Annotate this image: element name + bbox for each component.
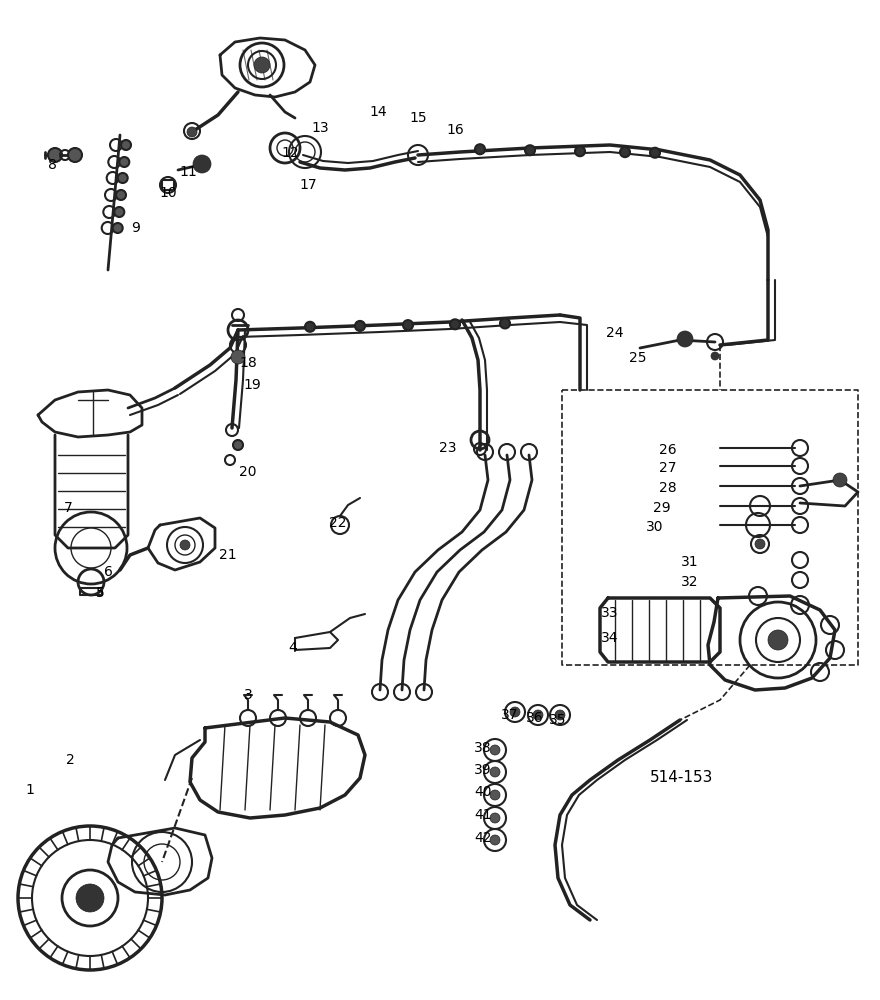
Circle shape — [450, 319, 460, 329]
Circle shape — [48, 148, 62, 162]
Circle shape — [187, 127, 197, 137]
Text: 24: 24 — [606, 326, 624, 340]
Text: 23: 23 — [439, 441, 457, 455]
Circle shape — [768, 630, 788, 650]
Text: 514-153: 514-153 — [650, 770, 714, 786]
Text: 5: 5 — [96, 586, 105, 600]
Text: 19: 19 — [243, 378, 260, 392]
Circle shape — [114, 207, 124, 217]
Text: 28: 28 — [659, 481, 677, 495]
Text: 18: 18 — [239, 356, 257, 370]
Circle shape — [620, 147, 630, 157]
Circle shape — [650, 148, 660, 158]
Text: 35: 35 — [549, 713, 567, 727]
Circle shape — [500, 318, 510, 328]
Circle shape — [555, 710, 565, 720]
Text: 25: 25 — [629, 351, 647, 365]
Text: 12: 12 — [282, 146, 299, 160]
Circle shape — [403, 320, 413, 330]
Circle shape — [490, 767, 500, 777]
Text: 37: 37 — [502, 708, 518, 722]
Circle shape — [180, 540, 190, 550]
Text: 11: 11 — [180, 165, 197, 179]
Text: 42: 42 — [474, 831, 492, 845]
Circle shape — [833, 473, 847, 487]
Text: 17: 17 — [299, 178, 317, 192]
Circle shape — [490, 790, 500, 800]
Text: 13: 13 — [312, 121, 329, 135]
Circle shape — [113, 223, 122, 233]
Text: 4: 4 — [289, 641, 297, 655]
Circle shape — [475, 144, 485, 154]
Text: 32: 32 — [681, 575, 699, 589]
Circle shape — [254, 57, 270, 73]
Circle shape — [533, 710, 543, 720]
Text: 14: 14 — [370, 105, 387, 119]
Text: 31: 31 — [681, 555, 699, 569]
Circle shape — [677, 331, 693, 347]
Text: 22: 22 — [329, 516, 347, 530]
Circle shape — [193, 155, 211, 173]
Text: 1: 1 — [26, 783, 34, 797]
Text: 36: 36 — [526, 711, 544, 725]
Text: 8: 8 — [48, 158, 56, 172]
Circle shape — [120, 157, 129, 167]
Text: 3: 3 — [244, 688, 253, 702]
Text: 29: 29 — [653, 501, 671, 515]
Text: 40: 40 — [474, 785, 492, 799]
Circle shape — [233, 440, 243, 450]
Text: 34: 34 — [601, 631, 619, 645]
Text: 9: 9 — [132, 221, 141, 235]
Circle shape — [116, 190, 126, 200]
Circle shape — [68, 148, 82, 162]
Circle shape — [755, 539, 765, 549]
Text: 27: 27 — [659, 461, 677, 475]
Circle shape — [525, 145, 535, 155]
Text: 30: 30 — [646, 520, 664, 534]
Text: 16: 16 — [446, 123, 464, 137]
Text: 6: 6 — [104, 565, 113, 579]
Circle shape — [305, 322, 315, 332]
Circle shape — [118, 173, 128, 183]
Text: 26: 26 — [659, 443, 677, 457]
Circle shape — [575, 146, 585, 156]
Circle shape — [355, 321, 365, 331]
Text: 15: 15 — [409, 111, 427, 125]
Text: 10: 10 — [159, 186, 177, 200]
Text: 39: 39 — [474, 763, 492, 777]
Text: 21: 21 — [219, 548, 237, 562]
Text: 41: 41 — [474, 808, 492, 822]
Circle shape — [121, 140, 131, 150]
Text: 2: 2 — [66, 753, 75, 767]
Circle shape — [510, 707, 520, 717]
Circle shape — [231, 350, 245, 364]
Text: 7: 7 — [63, 501, 72, 515]
Text: 38: 38 — [474, 741, 492, 755]
Circle shape — [490, 745, 500, 755]
Circle shape — [490, 835, 500, 845]
Circle shape — [76, 884, 104, 912]
Circle shape — [490, 813, 500, 823]
Text: 20: 20 — [239, 465, 257, 479]
Circle shape — [711, 352, 719, 360]
Text: 33: 33 — [601, 606, 619, 620]
